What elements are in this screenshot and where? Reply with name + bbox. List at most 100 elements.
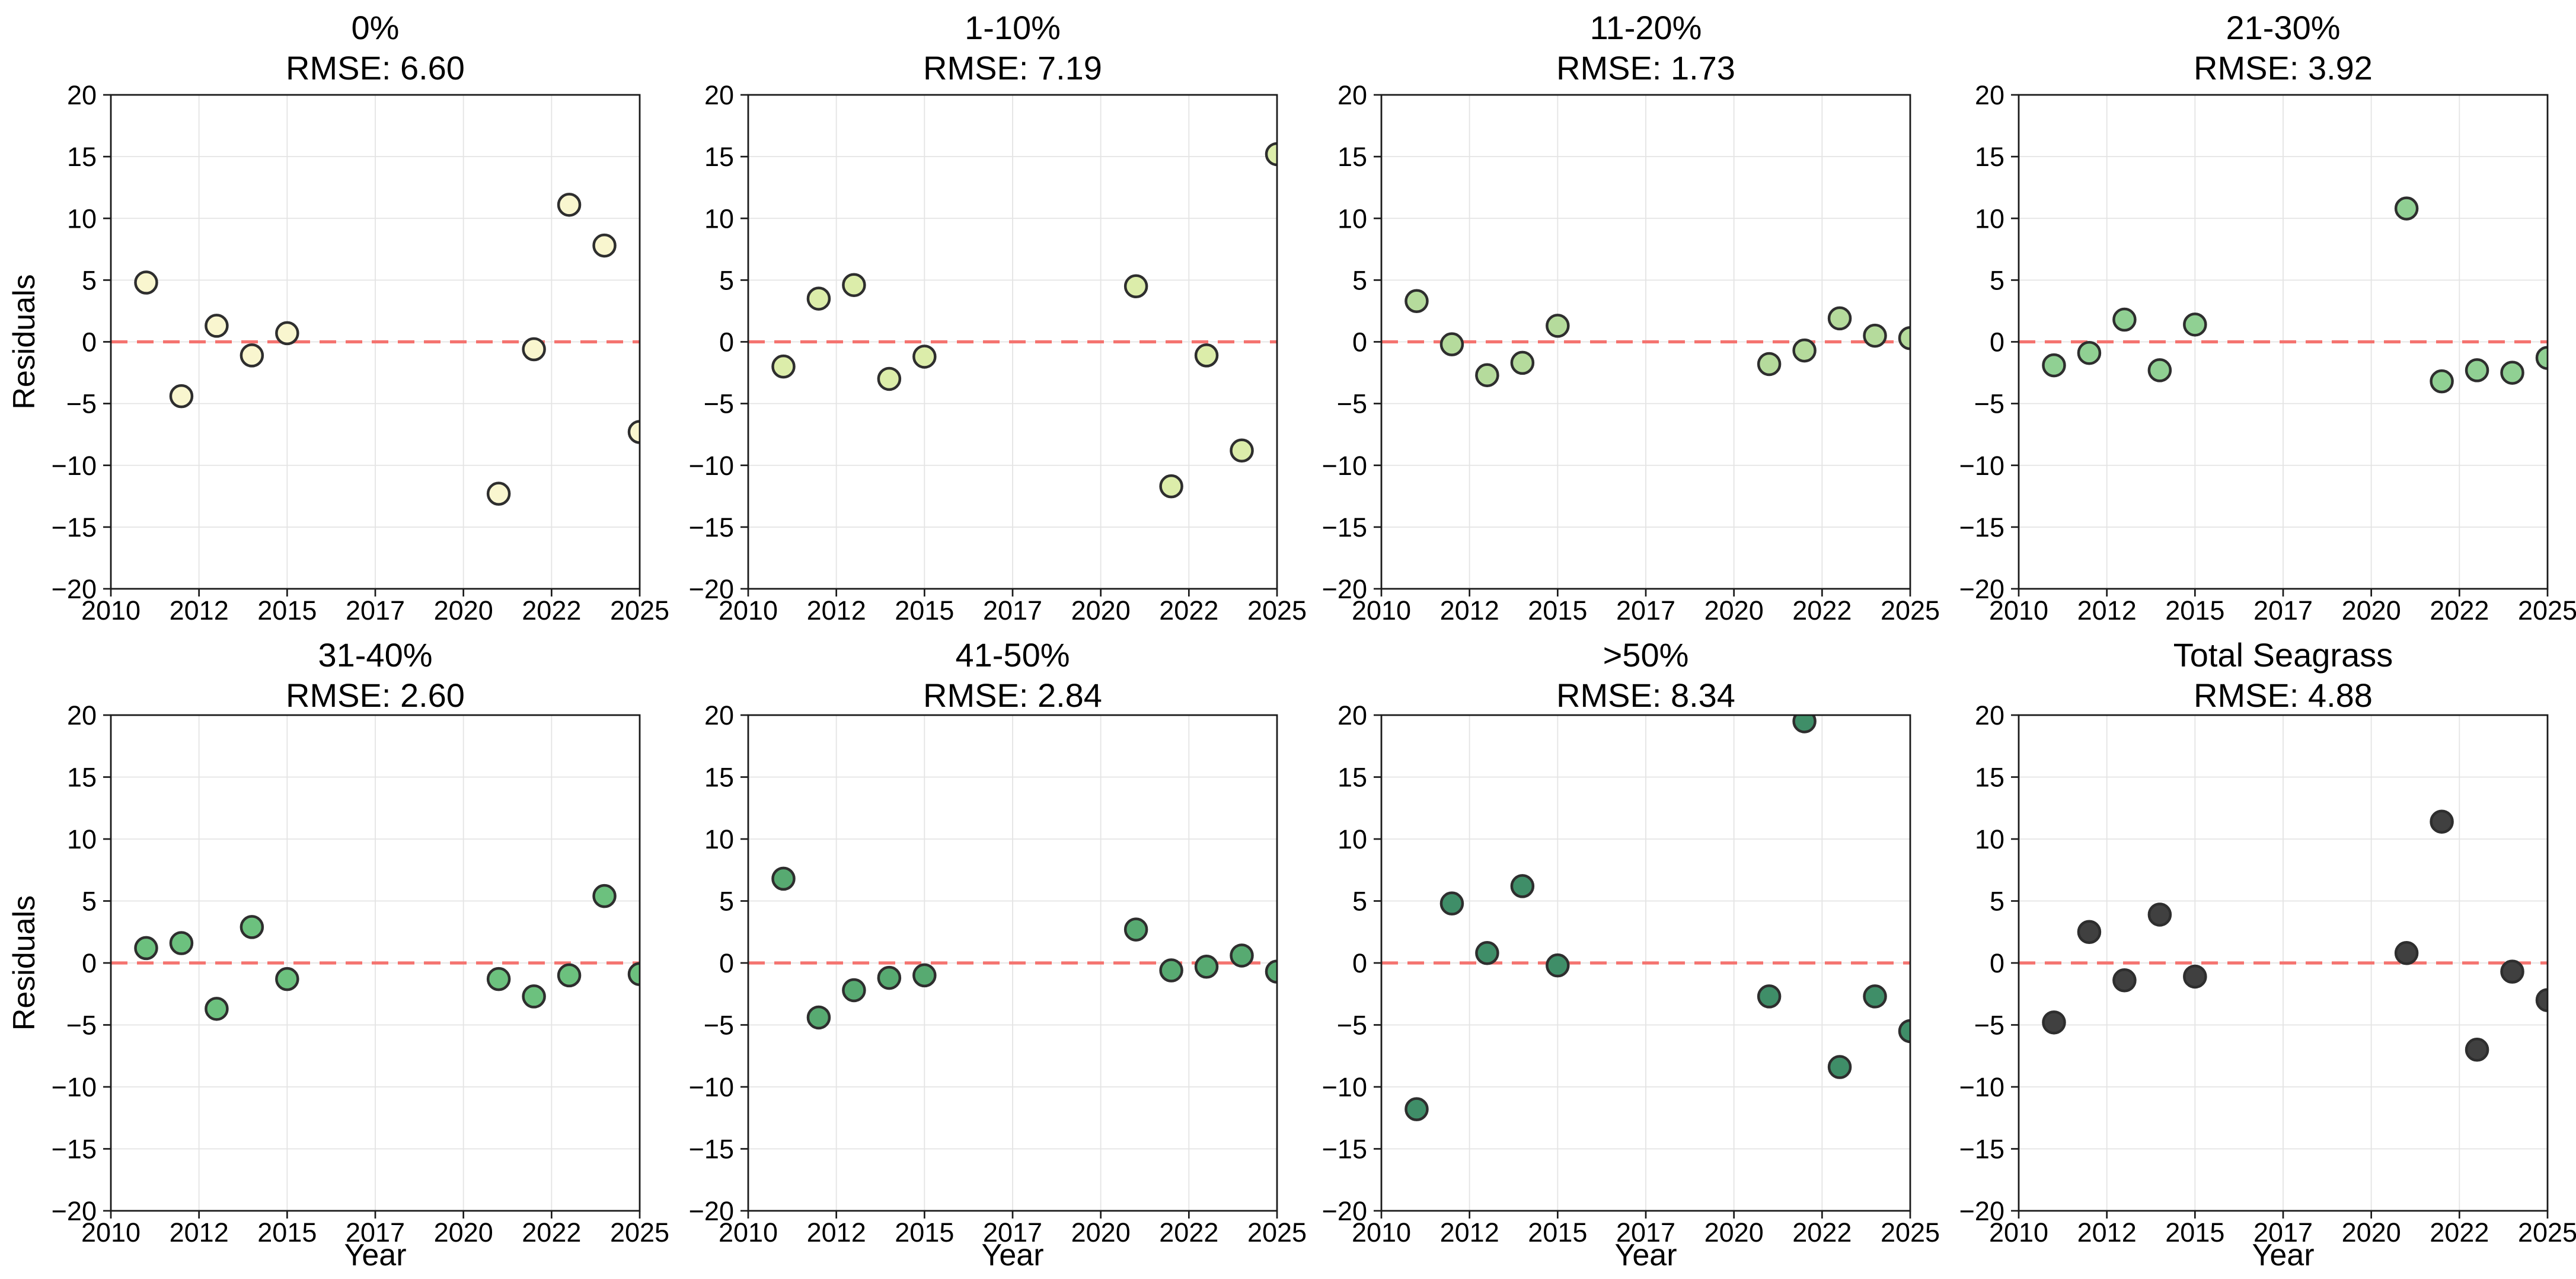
y-tick-label: −10	[1959, 1072, 2004, 1102]
y-tick-label: 15	[1975, 763, 2004, 793]
x-tick-label: 2025	[1247, 595, 1307, 626]
x-tick-label: 2010	[719, 595, 778, 626]
panel-title: 41-50%	[955, 636, 1070, 674]
x-tick-label: 2015	[257, 1217, 317, 1248]
y-tick-label: 0	[719, 948, 734, 978]
x-tick-label: 2010	[81, 595, 141, 626]
data-point	[275, 967, 299, 991]
data-point	[1230, 943, 1254, 968]
y-tick-label: 10	[704, 824, 734, 854]
y-tick-label: −15	[1959, 512, 2004, 543]
y-tick-label: −15	[52, 512, 97, 543]
y-tick-label: 15	[67, 142, 97, 172]
y-tick-label: −15	[689, 1134, 734, 1165]
x-axis-label: Year	[344, 1238, 406, 1272]
y-tick-label: 15	[67, 763, 97, 793]
data-point	[2183, 964, 2207, 989]
y-tick-label: 20	[1338, 700, 1367, 731]
data-point	[1194, 955, 1219, 979]
x-tick-label: 2022	[1792, 595, 1852, 626]
data-point	[1159, 474, 1183, 499]
x-tick-label: 2020	[1071, 1217, 1131, 1248]
panel-title: 1-10%	[965, 9, 1061, 46]
y-tick-label: 10	[1975, 824, 2004, 854]
data-point	[842, 978, 866, 1003]
data-point	[1792, 715, 1817, 733]
data-point	[2147, 902, 2172, 927]
x-tick-label: 2020	[2342, 1217, 2401, 1248]
y-tick-label: −15	[689, 512, 734, 543]
data-point	[169, 931, 194, 955]
x-tick-label: 2020	[434, 1217, 493, 1248]
y-tick-label: 5	[719, 265, 734, 295]
y-tick-label: 5	[719, 886, 734, 917]
data-point	[1194, 343, 1219, 368]
data-point	[912, 345, 937, 369]
data-point	[2430, 369, 2454, 394]
data-point	[1475, 941, 1499, 965]
data-point	[486, 967, 511, 991]
y-tick-label: 5	[1990, 886, 2004, 917]
data-point	[1265, 142, 1277, 167]
data-point	[2465, 1038, 2489, 1062]
y-tick-label: −10	[689, 451, 734, 481]
data-point	[1404, 1097, 1429, 1121]
x-axis-label: Year	[2252, 1238, 2314, 1272]
x-tick-label: 2015	[895, 1217, 954, 1248]
data-point	[557, 193, 582, 217]
data-point	[592, 884, 617, 908]
y-tick-label: 0	[1352, 948, 1367, 978]
y-tick-label: −5	[1337, 1010, 1367, 1041]
y-tick-label: 15	[1338, 763, 1367, 793]
panel-rmse: RMSE: 7.19	[923, 49, 1102, 87]
y-axis-label: Residuals	[7, 895, 42, 1031]
y-axis-label: Residuals	[7, 274, 42, 409]
data-point	[275, 321, 299, 346]
data-point	[1898, 326, 1910, 350]
y-tick-label: −5	[1974, 1010, 2004, 1041]
x-tick-label: 2010	[1989, 595, 2048, 626]
data-point	[877, 366, 902, 391]
data-point	[2535, 988, 2548, 1012]
data-point	[2430, 809, 2454, 834]
x-tick-label: 2017	[2253, 1217, 2313, 1248]
data-point	[1404, 289, 1429, 314]
y-tick-label: −10	[52, 451, 97, 481]
data-point	[1898, 1019, 1910, 1044]
panel-rmse: RMSE: 6.60	[286, 49, 465, 87]
y-tick-label: 15	[1975, 142, 2004, 172]
y-tick-label: −5	[704, 1010, 734, 1041]
data-point	[806, 286, 831, 311]
data-point	[1863, 984, 1887, 1009]
data-point	[169, 384, 194, 409]
data-point	[205, 314, 229, 338]
x-tick-label: 2025	[1881, 595, 1940, 626]
data-point	[806, 1005, 831, 1030]
x-tick-label: 2022	[522, 595, 581, 626]
y-tick-label: −5	[1974, 389, 2004, 419]
y-tick-label: −10	[52, 1072, 97, 1102]
y-tick-label: 5	[82, 265, 97, 295]
data-point	[2394, 941, 2419, 965]
data-point	[2465, 358, 2489, 382]
x-tick-label: 2025	[610, 1217, 669, 1248]
y-tick-label: 20	[1338, 80, 1367, 110]
panel-rmse: RMSE: 3.92	[2194, 49, 2373, 87]
x-tick-label: 2020	[1704, 595, 1764, 626]
data-point	[1863, 323, 1887, 348]
x-tick-label: 2022	[2430, 595, 2489, 626]
x-tick-label: 2017	[1616, 1217, 1675, 1248]
x-tick-label: 2022	[1159, 595, 1218, 626]
y-tick-label: −10	[1322, 451, 1367, 481]
data-point	[912, 963, 937, 988]
data-point	[2042, 1010, 2066, 1035]
x-tick-label: 2020	[434, 595, 493, 626]
y-tick-label: −5	[1337, 389, 1367, 419]
y-tick-label: −20	[1959, 574, 2004, 604]
data-point	[1792, 338, 1817, 363]
